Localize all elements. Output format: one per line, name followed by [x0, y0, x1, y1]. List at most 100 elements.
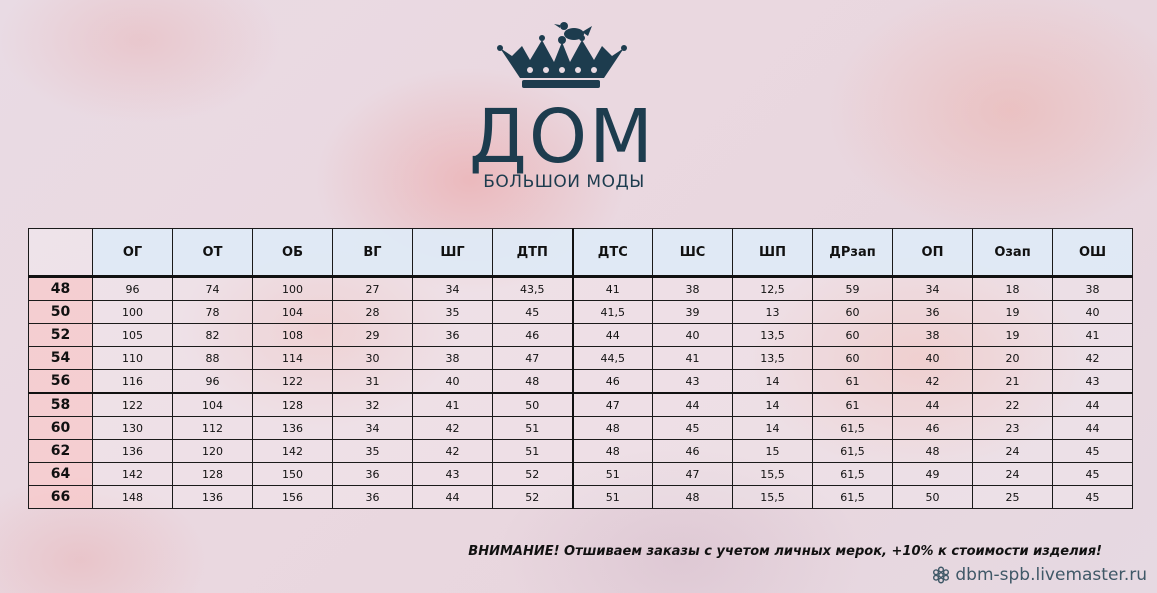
measurement-cell: 61,5 — [812, 462, 893, 486]
measurement-cell: 36 — [332, 485, 413, 509]
livemaster-flower-icon — [933, 566, 950, 584]
column-header: ДРзап — [812, 228, 893, 277]
measurement-cell: 32 — [332, 392, 413, 417]
size-chart-table: ОГ ОТ ОБ ВГ ШГ ДТП ДТС ШС ШП ДРзап ОП Оз… — [28, 228, 1133, 509]
measurement-cell: 20 — [972, 346, 1053, 370]
measurement-cell: 43 — [652, 369, 733, 394]
measurement-cell: 50 — [892, 485, 973, 509]
measurement-cell: 45 — [1052, 439, 1133, 463]
size-cell: 52 — [28, 323, 93, 347]
measurement-cell: 142 — [252, 439, 333, 463]
measurement-cell: 48 — [492, 369, 574, 394]
measurement-cell: 136 — [252, 416, 333, 440]
measurement-cell: 36 — [892, 300, 973, 324]
size-cell: 58 — [28, 392, 93, 417]
measurement-cell: 128 — [252, 392, 333, 417]
measurement-cell: 38 — [412, 346, 493, 370]
measurement-cell: 59 — [812, 276, 893, 301]
measurement-cell: 48 — [572, 416, 653, 440]
measurement-cell: 28 — [332, 300, 413, 324]
measurement-cell: 51 — [572, 462, 653, 486]
measurement-cell: 52 — [492, 485, 574, 509]
measurement-cell: 39 — [652, 300, 733, 324]
measurement-cell: 15,5 — [732, 485, 813, 509]
column-header: ОП — [892, 228, 973, 277]
measurement-cell: 40 — [412, 369, 493, 394]
measurement-cell: 42 — [412, 416, 493, 440]
measurement-cell: 49 — [892, 462, 973, 486]
measurement-cell: 51 — [492, 439, 574, 463]
measurement-cell: 34 — [892, 276, 973, 301]
column-header: ОШ — [1052, 228, 1133, 277]
size-cell: 54 — [28, 346, 93, 370]
measurement-cell: 13,5 — [732, 346, 813, 370]
size-cell: 60 — [28, 416, 93, 440]
measurement-cell: 48 — [652, 485, 733, 509]
column-header: ВГ — [332, 228, 413, 277]
column-header: ШГ — [412, 228, 493, 277]
column-header: ДТП — [492, 228, 574, 277]
measurement-cell: 60 — [812, 323, 893, 347]
measurement-cell: 44 — [652, 392, 733, 417]
measurement-cell: 27 — [332, 276, 413, 301]
measurement-cell: 12,5 — [732, 276, 813, 301]
measurement-cell: 46 — [492, 323, 574, 347]
measurement-cell: 46 — [572, 369, 653, 394]
measurement-cell: 60 — [812, 346, 893, 370]
measurement-cell: 42 — [1052, 346, 1133, 370]
measurement-cell: 41 — [652, 346, 733, 370]
table-header-row: ОГ ОТ ОБ ВГ ШГ ДТП ДТС ШС ШП ДРзап ОП Оз… — [28, 228, 1133, 277]
measurement-cell: 112 — [172, 416, 253, 440]
site-watermark: dbm-spb.livemaster.ru — [932, 565, 1147, 585]
measurement-cell: 41 — [1052, 323, 1133, 347]
measurement-cell: 104 — [252, 300, 333, 324]
measurement-cell: 38 — [1052, 276, 1133, 301]
measurement-cell: 150 — [252, 462, 333, 486]
size-cell: 64 — [28, 462, 93, 486]
measurement-cell: 45 — [1052, 485, 1133, 509]
measurement-cell: 47 — [492, 346, 574, 370]
measurement-cell: 41 — [412, 392, 493, 417]
brand-logo — [460, 18, 670, 198]
measurement-cell: 22 — [972, 392, 1053, 417]
measurement-cell: 78 — [172, 300, 253, 324]
measurement-cell: 44 — [1052, 392, 1133, 417]
measurement-cell: 34 — [332, 416, 413, 440]
measurement-cell: 114 — [252, 346, 333, 370]
measurement-cell: 44,5 — [572, 346, 653, 370]
measurement-cell: 142 — [92, 462, 173, 486]
brand-name: ДОМ — [469, 94, 655, 180]
measurement-cell: 13 — [732, 300, 813, 324]
measurement-cell: 31 — [332, 369, 413, 394]
measurement-cell: 61 — [812, 392, 893, 417]
measurement-cell: 19 — [972, 300, 1053, 324]
measurement-cell: 45 — [1052, 462, 1133, 486]
measurement-cell: 18 — [972, 276, 1053, 301]
measurement-cell: 47 — [652, 462, 733, 486]
measurement-cell: 51 — [492, 416, 574, 440]
measurement-cell: 100 — [92, 300, 173, 324]
measurement-cell: 60 — [812, 300, 893, 324]
measurement-cell: 43 — [412, 462, 493, 486]
measurement-cell: 34 — [412, 276, 493, 301]
measurement-cell: 45 — [652, 416, 733, 440]
size-cell: 62 — [28, 439, 93, 463]
measurement-cell: 36 — [332, 462, 413, 486]
measurement-cell: 24 — [972, 439, 1053, 463]
measurement-cell: 122 — [252, 369, 333, 394]
measurement-cell: 44 — [412, 485, 493, 509]
size-cell: 66 — [28, 485, 93, 509]
measurement-cell: 130 — [92, 416, 173, 440]
measurement-cell: 61 — [812, 369, 893, 394]
measurement-cell: 42 — [412, 439, 493, 463]
measurement-cell: 128 — [172, 462, 253, 486]
measurement-cell: 116 — [92, 369, 173, 394]
crown-with-bird-icon — [497, 22, 627, 88]
measurement-cell: 136 — [172, 485, 253, 509]
measurement-cell: 44 — [572, 323, 653, 347]
column-header: ШП — [732, 228, 813, 277]
brand-subtitle: БОЛЬШОИ МОДЫ — [483, 172, 645, 192]
table-row: 60 130 112 136 34 42 51 48 45 14 61,5 46 23 44 — [28, 416, 1133, 440]
column-header: ОБ — [252, 228, 333, 277]
size-cell: 56 — [28, 369, 93, 394]
